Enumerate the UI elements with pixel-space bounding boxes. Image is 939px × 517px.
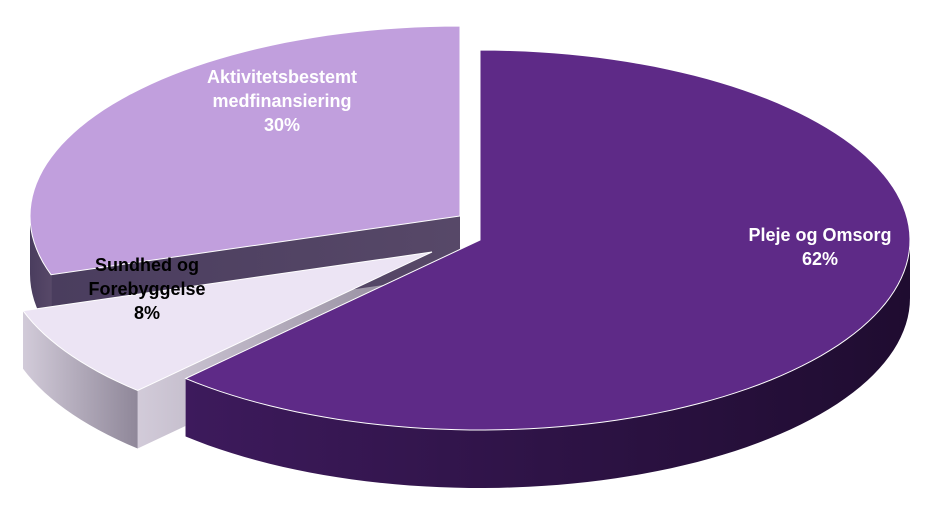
slice-top-0 [184, 49, 911, 431]
slice-percent-label: 30% [264, 115, 300, 135]
slice-side-0 [185, 240, 910, 488]
slice-label-1: Sundhed og Forebyggelse 8% [88, 255, 205, 323]
slice-name-label: medfinansiering [212, 91, 351, 111]
slice-side-1 [23, 310, 138, 449]
slice-labels: Pleje og Omsorg 62% Sundhed og Forebyggelse… [88, 67, 891, 323]
slice-name-label: Sundhed og [95, 255, 199, 275]
slice-name-label: Pleje og Omsorg [748, 225, 891, 245]
slice-side-2 [30, 216, 52, 333]
slice-percent-label: 62% [802, 249, 838, 269]
slice-label-2: Aktivitetsbestemt medfinansiering 30% [207, 67, 357, 135]
slice-label-0: Pleje og Omsorg 62% [748, 225, 891, 269]
slice-name-label: Forebyggelse [88, 279, 205, 299]
slice-top-2 [29, 25, 461, 276]
slice-percent-label: 8% [134, 303, 160, 323]
slice-top-1 [22, 251, 433, 392]
slice-name-label: Aktivitetsbestemt [207, 67, 357, 87]
slice-tops [22, 25, 911, 431]
